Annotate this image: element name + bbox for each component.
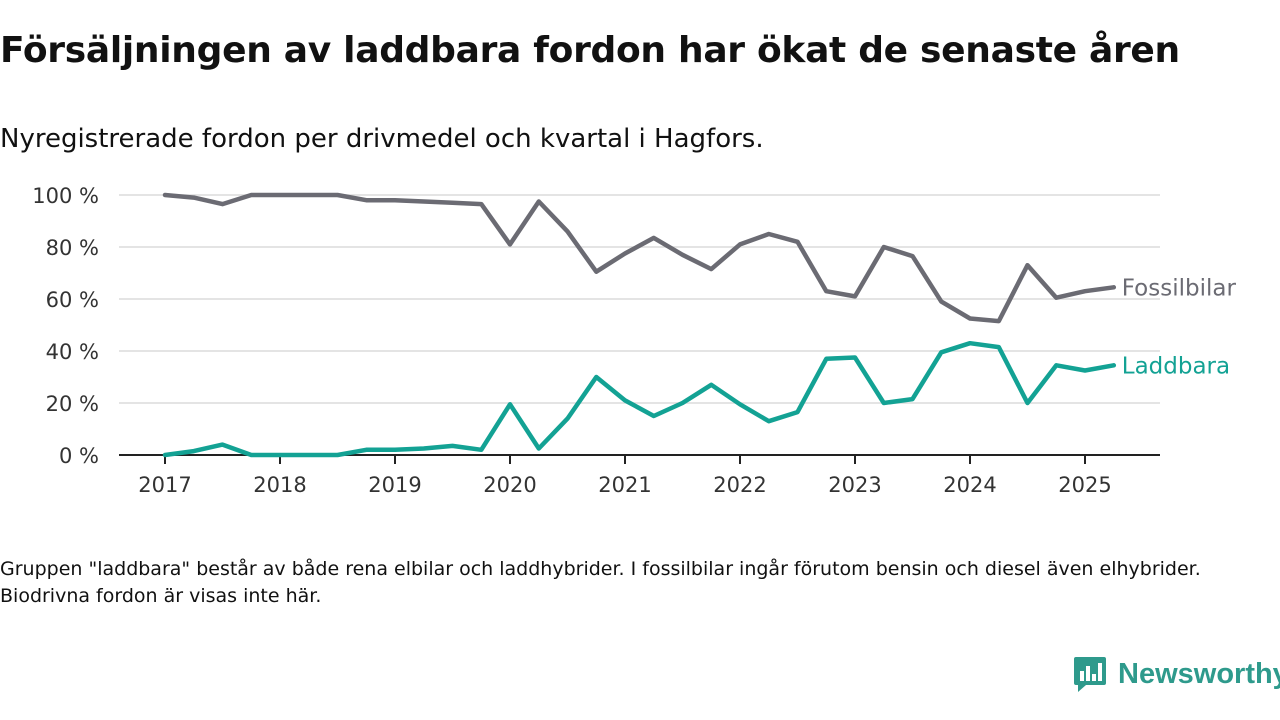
line-chart: 0 % 20 % 40 % 60 % 80 % 100 % 2017 2018 2019 202… [32, 184, 1237, 497]
newsworthy-logo[interactable]: Newsworthy [1072, 654, 1280, 694]
y-tick-label: 20 % [46, 392, 99, 416]
y-tick-label: 100 % [32, 184, 99, 208]
x-tick-label: 2020 [483, 473, 536, 497]
series-line-fossilbilar [162, 192, 1117, 324]
y-axis-ticks: 0 % 20 % 40 % 60 % 80 % 100 % [32, 184, 99, 468]
series-line-laddbara [162, 340, 1117, 458]
x-tick-label: 2025 [1058, 473, 1111, 497]
x-tick-label: 2019 [368, 473, 421, 497]
chart-title: Försäljningen av laddbara fordon har öka… [0, 30, 1180, 71]
x-tick-label: 2024 [943, 473, 996, 497]
logo-text: Newsworthy [1118, 657, 1280, 690]
series-label-fossilbilar: Fossilbilar [1122, 275, 1237, 301]
chart-subtitle: Nyregistrerade fordon per drivmedel och … [0, 124, 764, 154]
y-tick-label: 80 % [46, 236, 99, 260]
x-tick-label: 2022 [713, 473, 766, 497]
logo-icon [1074, 657, 1106, 692]
series-label-laddbara: Laddbara [1122, 353, 1230, 379]
gridlines [119, 194, 1160, 404]
series-lines [162, 192, 1117, 458]
series-labels: Fossilbilar Laddbara [1122, 275, 1237, 379]
footnote: Gruppen "laddbara" består av både rena e… [0, 558, 1201, 607]
y-tick-label: 60 % [46, 288, 99, 312]
x-tick-label: 2017 [138, 473, 191, 497]
x-tick-label: 2018 [253, 473, 306, 497]
x-tick-label: 2023 [828, 473, 881, 497]
y-tick-label: 40 % [46, 340, 99, 364]
x-tick-label: 2021 [598, 473, 651, 497]
x-axis: 2017 2018 2019 2020 2021 2022 2023 2024 2025 [119, 454, 1160, 497]
y-tick-label: 0 % [59, 444, 99, 468]
